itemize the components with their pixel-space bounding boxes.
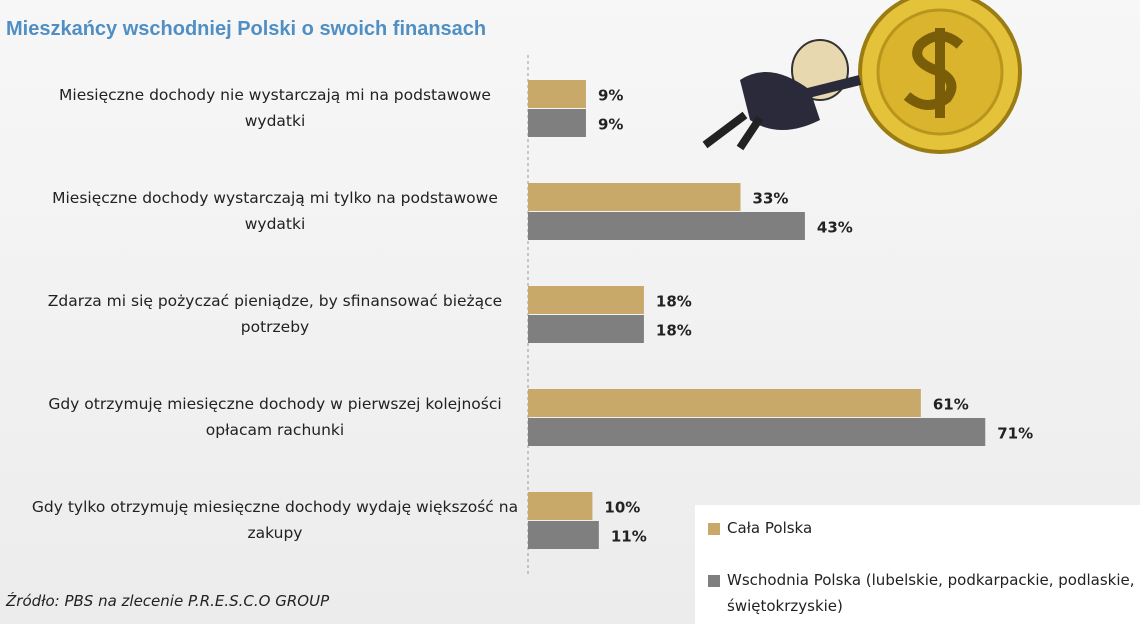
bar [528, 521, 599, 549]
value-label: 11% [611, 528, 647, 546]
value-label: 18% [656, 322, 692, 340]
illustration [702, 0, 1022, 154]
value-label: 71% [997, 425, 1033, 443]
category-label: Gdy tylko otrzymuję miesięczne dochody w… [31, 498, 519, 542]
value-label: 9% [598, 116, 623, 134]
category-label: Gdy otrzymuję miesięczne dochody w pierw… [48, 395, 502, 439]
bar [528, 212, 805, 240]
value-label: 43% [817, 219, 853, 237]
category-label: Zdarza mi się pożyczać pieniądze, by sfi… [47, 292, 503, 336]
bar [528, 389, 921, 417]
category-label: Miesięczne dochody nie wystarczają mi na… [59, 86, 491, 130]
chart-title: Mieszkańcy wschodniej Polski o swoich fi… [6, 18, 487, 40]
legend-label: Cała Polska [727, 519, 813, 537]
legend: Cała Polska Wschodnia Polska (lubelskie, … [695, 505, 1140, 624]
legend-label: Wschodnia Polska (lubelskie, podkarpacki… [727, 571, 1135, 615]
bar [528, 492, 593, 520]
value-label: 33% [753, 190, 789, 208]
source-note: Źródło: PBS na zlecenie P.R.E.S.C.O GROU… [6, 592, 330, 610]
bar [528, 418, 986, 446]
category-label: Miesięczne dochody wystarczają mi tylko … [52, 189, 498, 233]
value-label: 10% [604, 499, 640, 517]
legend-swatch [708, 523, 720, 535]
legend-swatch [708, 575, 720, 587]
bar [528, 315, 644, 343]
bar [528, 109, 586, 137]
value-label: 61% [933, 396, 969, 414]
bar [528, 286, 644, 314]
value-label: 18% [656, 293, 692, 311]
value-label: 9% [598, 87, 623, 105]
bar [528, 183, 741, 211]
bar [528, 80, 586, 108]
